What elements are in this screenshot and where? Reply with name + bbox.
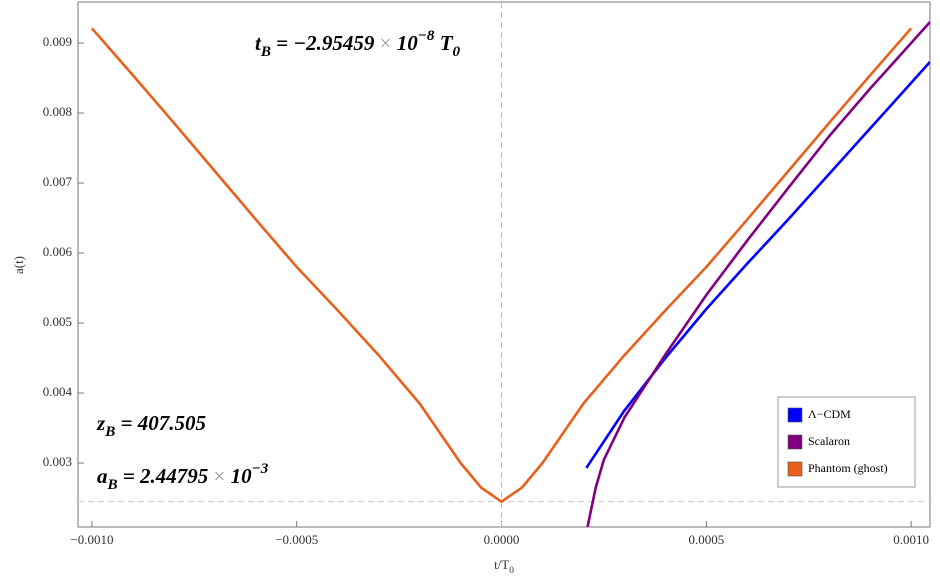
- text-part: ×: [208, 464, 230, 488]
- x-tick-label: −0.0010: [70, 532, 113, 547]
- text-part: B: [260, 44, 271, 60]
- series-line: [90, 27, 913, 503]
- x-axis-label: t/T0: [494, 557, 514, 576]
- plot-area: [90, 21, 930, 527]
- legend-swatch: [787, 461, 803, 477]
- text-part: 10: [231, 464, 253, 488]
- annotation: zB = 407.505: [96, 411, 206, 441]
- text-part: 0: [453, 44, 461, 60]
- legend-swatch: [787, 407, 803, 423]
- text-part: ×: [374, 31, 396, 55]
- text-part: a: [97, 464, 108, 488]
- y-tick-label: 0.003: [43, 454, 72, 469]
- text-part: T: [434, 31, 453, 55]
- plot-frame: [77, 1, 931, 528]
- x-tick-label: 0.0005: [688, 532, 724, 547]
- text-part: = 407.505: [115, 411, 206, 435]
- legend-label: Scalaron: [808, 434, 850, 448]
- annotation: tB = −2.95459 × 10−8 T0: [255, 28, 461, 60]
- text-part: t/: [494, 557, 502, 572]
- text-part: T: [501, 557, 509, 572]
- y-tick-label: 0.004: [43, 384, 73, 399]
- text-part: = −2.95459: [271, 31, 375, 55]
- legend-label: Λ−CDM: [808, 407, 851, 421]
- annotation: aB = 2.44795 × 10−3: [97, 461, 269, 493]
- text-part: = 2.44795: [118, 464, 209, 488]
- text-part: t: [255, 31, 262, 55]
- y-axis-label: a(t): [11, 256, 26, 274]
- y-tick-label: 0.007: [43, 174, 73, 189]
- x-tick-label: 0.0010: [893, 532, 929, 547]
- y-tick-label: 0.008: [43, 104, 72, 119]
- y-tick-label: 0.009: [43, 34, 72, 49]
- y-tick-label: 0.006: [43, 244, 73, 259]
- x-tick-label: −0.0005: [275, 532, 318, 547]
- series-line: [586, 21, 930, 527]
- legend-swatch: [787, 434, 803, 450]
- text-part: −8: [418, 28, 435, 44]
- x-tick-label: 0.0000: [484, 532, 520, 547]
- text-part: B: [104, 424, 115, 440]
- text-part: z: [96, 411, 106, 435]
- text-part: 0: [509, 566, 514, 576]
- text-part: 10: [397, 31, 419, 55]
- y-tick-label: 0.005: [43, 314, 72, 329]
- legend-label: Phantom (ghost): [808, 461, 888, 475]
- text-part: B: [107, 477, 118, 493]
- text-part: −3: [252, 461, 269, 477]
